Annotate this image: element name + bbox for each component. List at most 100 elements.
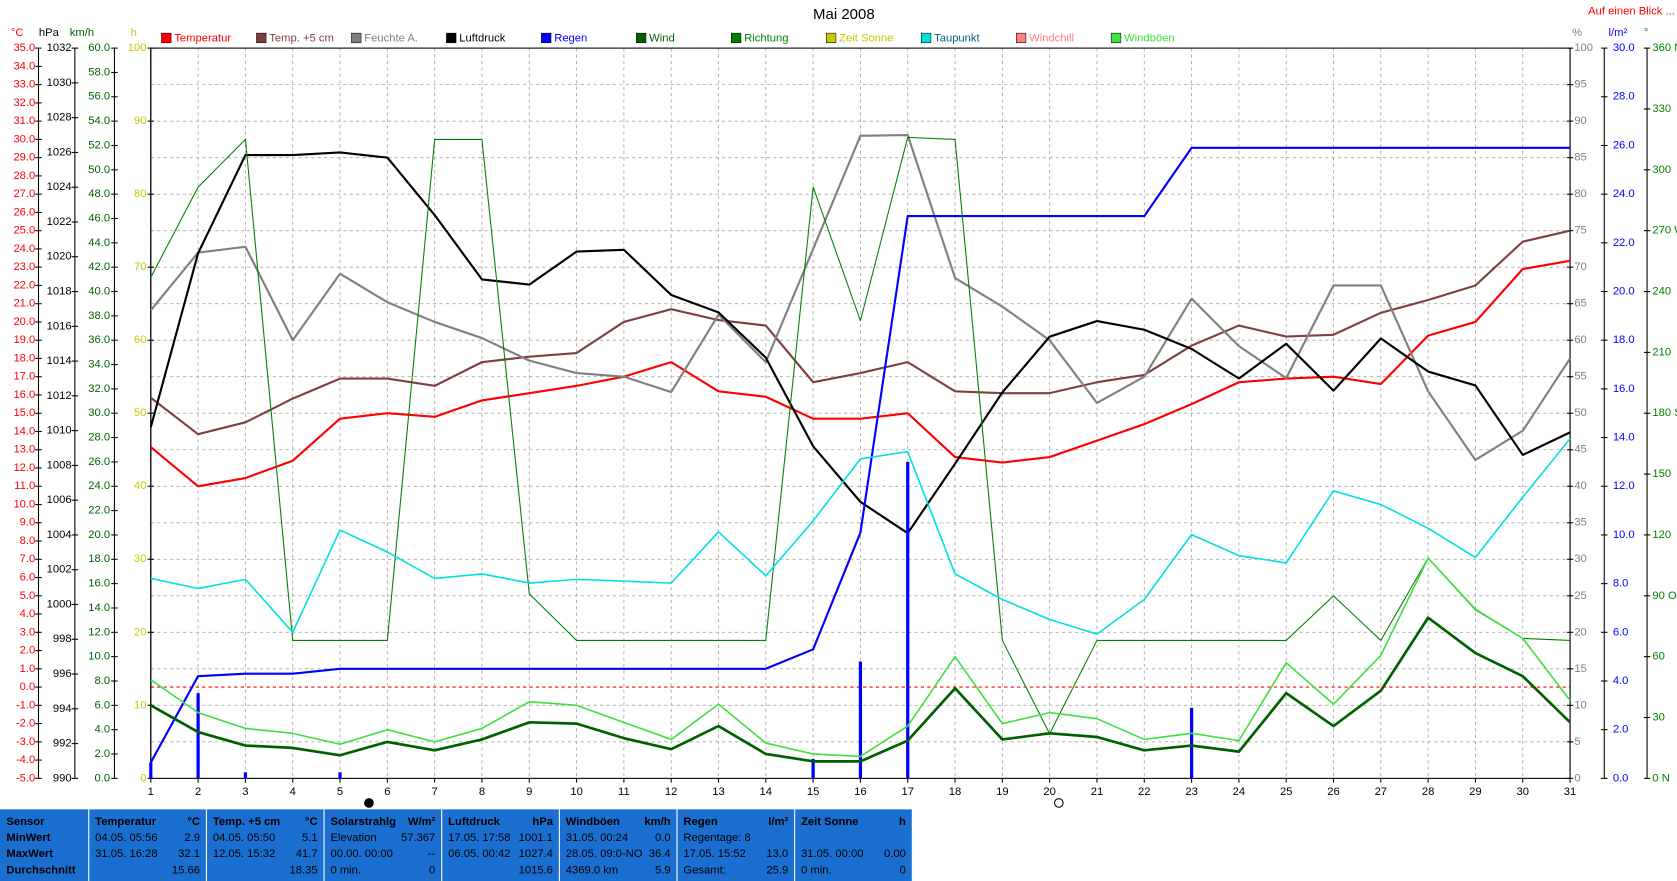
y-tick-label: 28.0 (88, 432, 110, 444)
y-tick-label: 1016 (47, 320, 72, 332)
y-tick-label: 54.0 (88, 115, 110, 127)
panel-title: Windböen (566, 816, 620, 828)
y-tick-label: 240 (1652, 285, 1671, 297)
row-label: Regentage: 8 (683, 832, 750, 844)
legend-label: Temp. +5 cm (269, 32, 334, 44)
y-tick-label: 0.0 (20, 681, 36, 693)
series-line (150, 557, 1571, 758)
series-line (150, 229, 1571, 436)
y-tick-label: 360 N (1652, 42, 1677, 54)
y-tick-label: 19.0 (13, 334, 35, 346)
y-tick-label: 1.0 (20, 663, 36, 675)
y-tick-label: -5.0 (16, 772, 35, 784)
y-tick-label: 55 (1574, 371, 1586, 383)
y-tick-label: 12.0 (13, 462, 35, 474)
y-tick-label: 18.0 (1613, 334, 1635, 346)
y-tick-label: 90 (1574, 115, 1586, 127)
y-tick-label: 32.0 (13, 97, 35, 109)
x-tick-label: 23 (1185, 786, 1197, 798)
overview-link[interactable]: Auf einen Blick ... (1588, 6, 1675, 18)
y-tick-label: 150 (1652, 468, 1671, 480)
y-tick-label: 25 (1574, 590, 1586, 602)
x-tick-label: 7 (432, 786, 438, 798)
x-tick-label: 8 (479, 786, 485, 798)
legend-swatch (446, 32, 457, 44)
legend-label: Richtung (744, 32, 788, 44)
y-tick-label: 21.0 (13, 298, 35, 310)
x-tick-label: 3 (242, 786, 248, 798)
moon-new (364, 798, 374, 808)
y-tick-label: 210 (1652, 346, 1671, 358)
y-tick-label: 2.0 (95, 748, 111, 760)
x-tick-label: 16 (854, 786, 866, 798)
series-line (149, 151, 1571, 535)
y-tick-label: 4.0 (20, 608, 36, 620)
y-tick-label: 32.0 (88, 383, 110, 395)
panel-unit: l/m² (768, 816, 788, 828)
x-tick-label: 5 (337, 786, 343, 798)
y-tick-label: 14.0 (13, 425, 35, 437)
y-tick-label: 990 (53, 772, 72, 784)
y-tick-label: 1010 (47, 425, 72, 437)
row-label: 12.05. 15:32 (213, 848, 275, 860)
x-tick-label: 12 (665, 786, 677, 798)
panel-title: Solarstrahlg (330, 816, 396, 828)
y-tick-label: 18.0 (88, 553, 110, 565)
y-tick-label: 16.0 (1613, 383, 1635, 395)
rain-bar (243, 772, 248, 779)
y-tick-label: 85 (1574, 152, 1586, 164)
panel-unit: hPa (532, 816, 553, 828)
y-tick-label: 10.0 (1613, 529, 1635, 541)
row-value: 0 (429, 864, 435, 876)
y-tick-label: 34.0 (88, 359, 110, 371)
x-tick-label: 28 (1422, 786, 1434, 798)
x-tick-label: 10 (570, 786, 582, 798)
legend-swatch (636, 32, 647, 44)
y-tick-label: 1032 (47, 42, 72, 54)
series-line (149, 133, 1571, 462)
y-tick-label: 42.0 (88, 261, 110, 273)
y-tick-label: 100 (128, 42, 147, 54)
y-tick-label: 50 (134, 407, 146, 419)
y-tick-label: 1026 (47, 146, 72, 158)
y-tick-label: 5 (1574, 736, 1580, 748)
y-tick-label: 1004 (47, 529, 72, 541)
y-tick-label: 1020 (47, 251, 72, 263)
legend-swatch (921, 32, 932, 44)
chart-title: Mai 2008 (813, 6, 875, 23)
y-tick-label: 30 (1574, 553, 1586, 565)
y-tick-label: 7.0 (20, 553, 36, 565)
y-axis-title: l/m² (1609, 27, 1628, 39)
y-tick-label: 40 (1574, 480, 1586, 492)
y-tick-label: 36.0 (88, 334, 110, 346)
row-label: 31.05. 16:28 (95, 848, 157, 860)
y-tick-label: 90 O (1652, 590, 1677, 602)
y-tick-label: 992 (53, 738, 72, 750)
legend-swatch (731, 32, 742, 44)
y-tick-label: 35.0 (13, 42, 35, 54)
row-value: 57.367 (401, 832, 435, 844)
x-tick-label: 29 (1469, 786, 1481, 798)
row-value: 0.00 (884, 848, 906, 860)
x-tick-label: 14 (760, 786, 772, 798)
panel-unit: h (899, 816, 906, 828)
row-label: 04.05. 05:50 (213, 832, 275, 844)
y-tick-label: 0 (140, 772, 146, 784)
y-tick-label: 1012 (47, 390, 72, 402)
y-tick-label: 23.0 (13, 261, 35, 273)
x-tick-label: 2 (195, 786, 201, 798)
series-line (149, 146, 1571, 764)
x-tick-label: 13 (712, 786, 724, 798)
y-tick-label: 10 (134, 699, 146, 711)
row-label: Gesamt: (683, 864, 725, 876)
y-tick-label: 2.0 (20, 645, 36, 657)
legend-label: Regen (554, 32, 587, 44)
y-tick-label: 58.0 (88, 66, 110, 78)
y-tick-label: 100 (1574, 42, 1593, 54)
y-tick-label: 30.0 (88, 407, 110, 419)
y-tick-label: 30 (1652, 711, 1664, 723)
x-tick-label: 17 (901, 786, 913, 798)
y-tick-label: 80 (1574, 188, 1586, 200)
series-line (150, 136, 1571, 735)
y-tick-label: 20 (1574, 626, 1586, 638)
